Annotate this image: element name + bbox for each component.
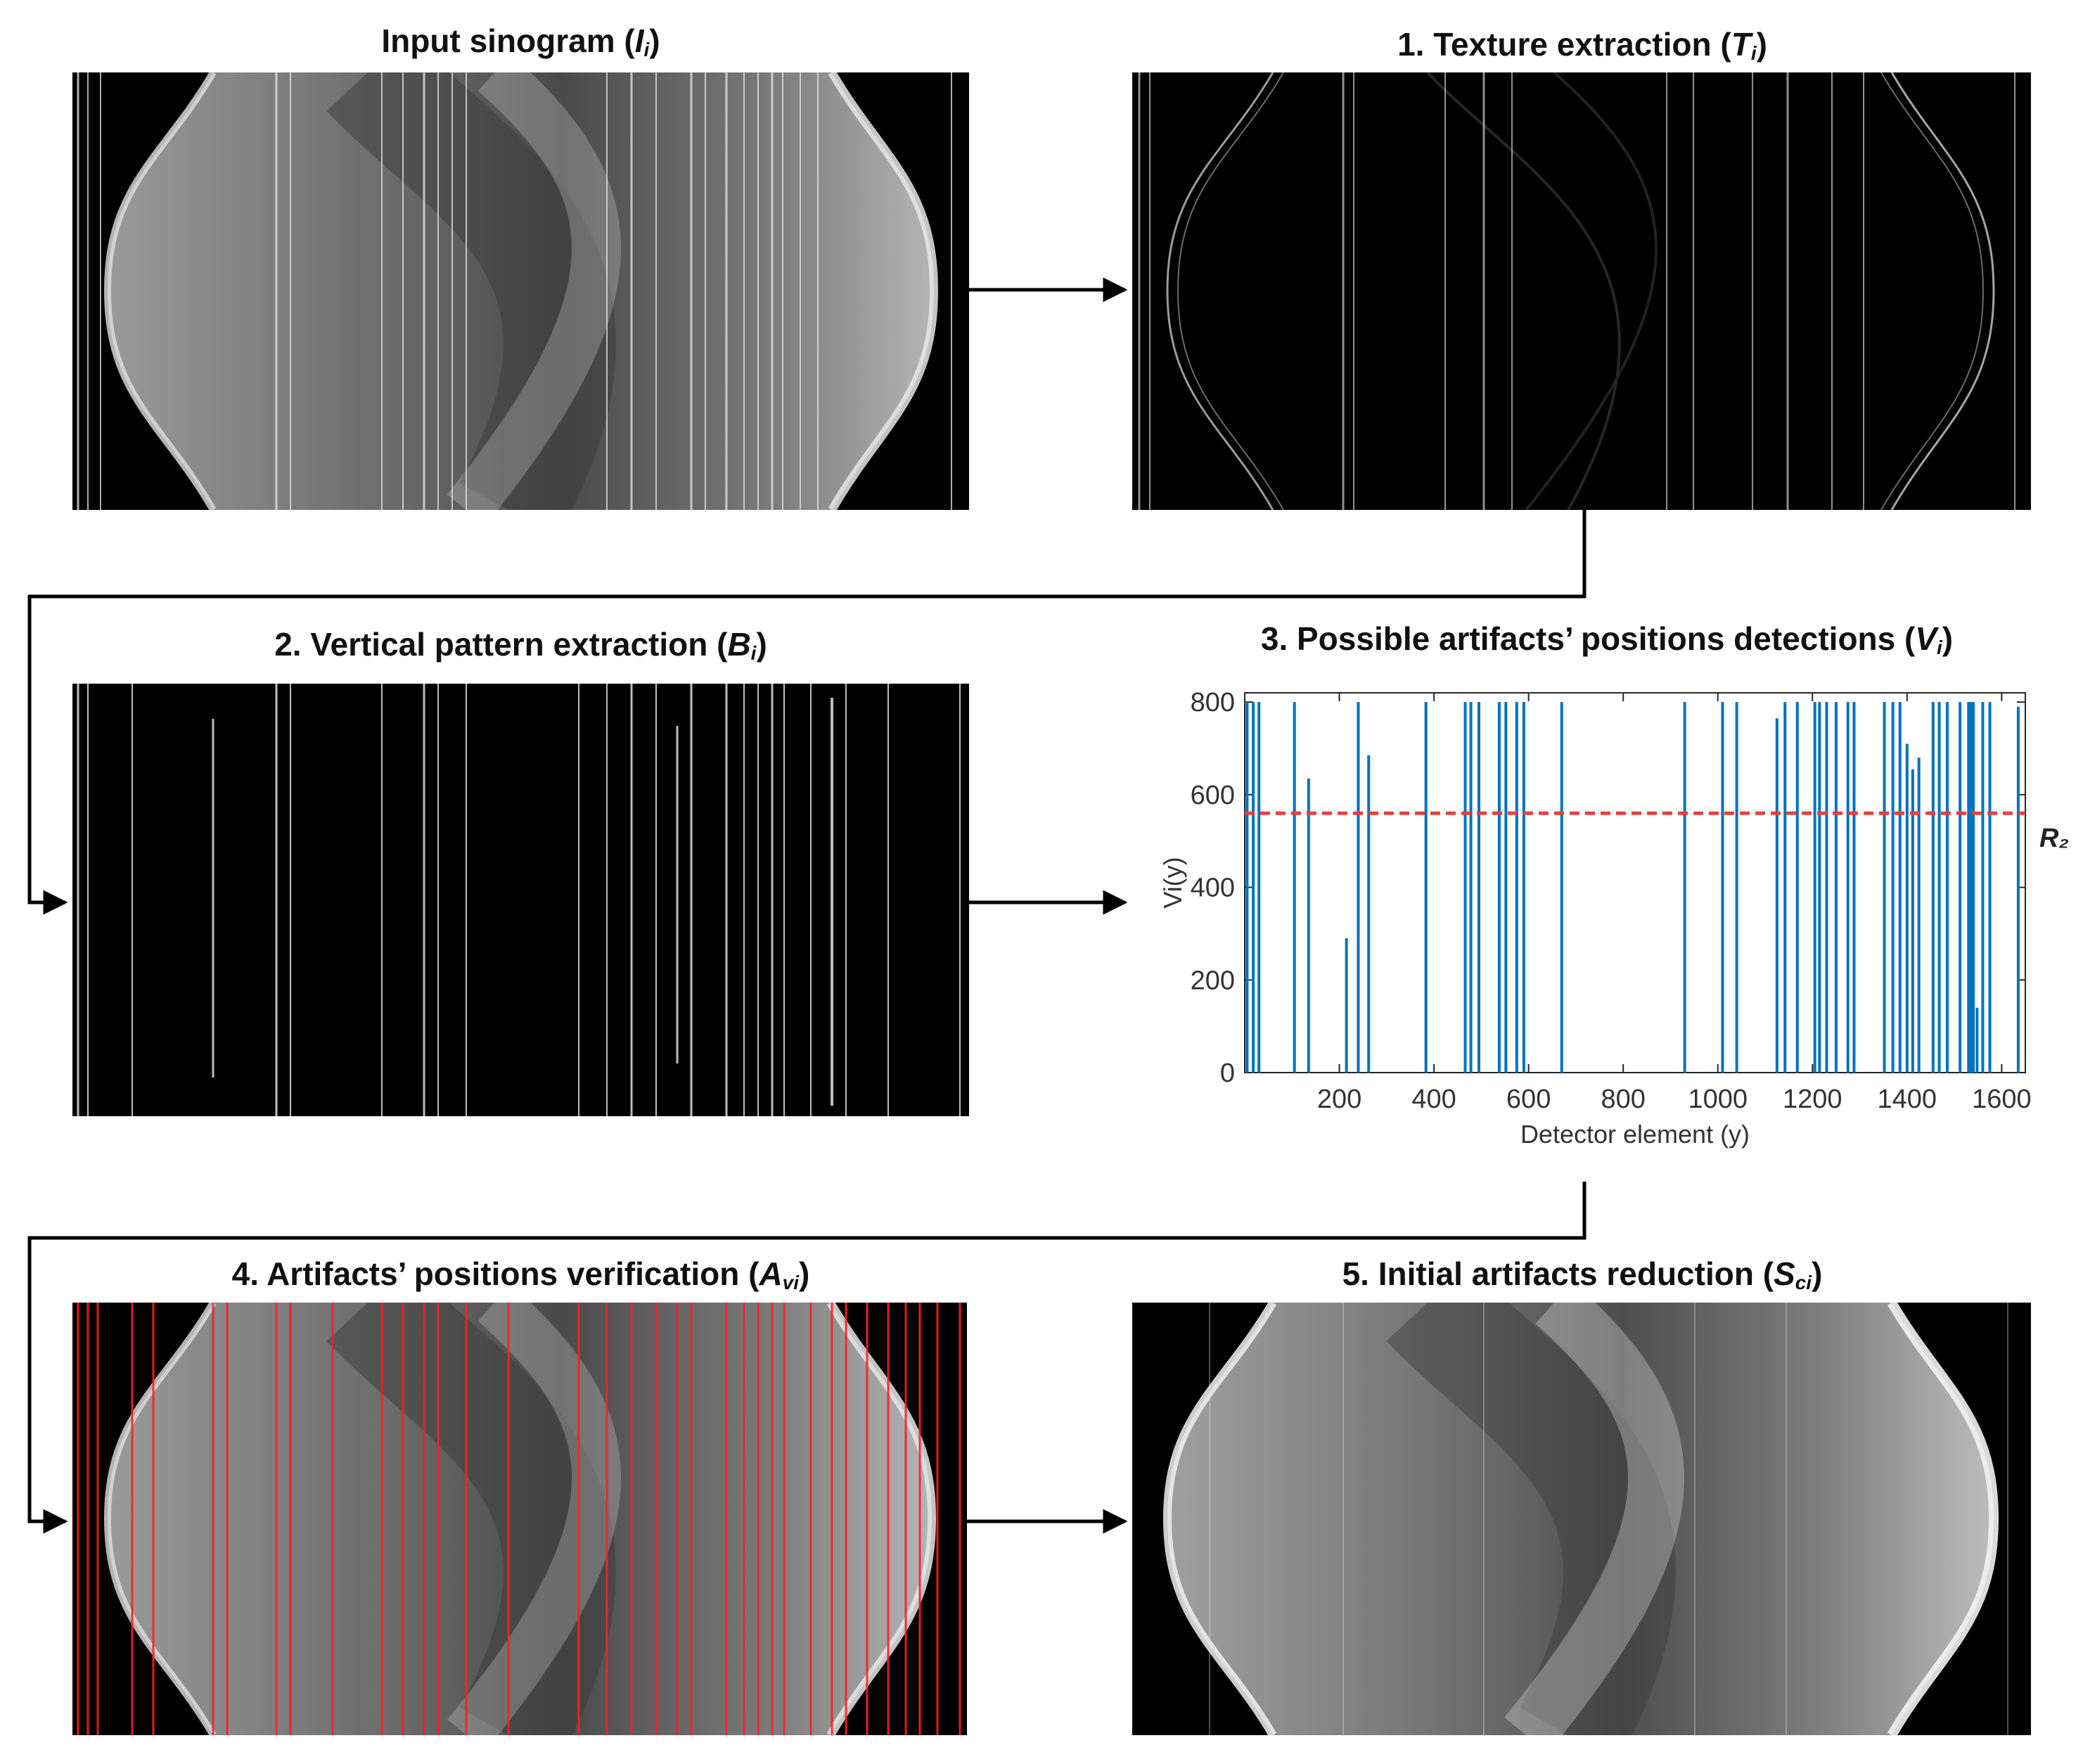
input-sinogram-image [72,72,969,510]
artifacts-reduction-image [1132,1303,2031,1735]
artifacts-verification-image [72,1303,967,1735]
y-tick-label: 200 [1191,966,1235,995]
y-tick-label: 800 [1191,688,1235,717]
y-tick-label: 0 [1220,1059,1235,1088]
y-tick-label: 600 [1191,781,1235,810]
x-axis-label: Detector element (y) [1520,1120,1750,1149]
x-tick-label: 1000 [1688,1085,1748,1114]
title-artifacts-reduction: 5. Initial artifacts reduction (Sci) [1342,1255,1823,1293]
x-tick-label: 600 [1506,1085,1551,1114]
x-tick-label: 1600 [1972,1085,2032,1114]
x-tick-label: 1400 [1878,1085,1937,1114]
title-positions-verification: 4. Artifacts’ positions verification (Av… [231,1255,810,1293]
x-tick-label: 200 [1317,1085,1361,1114]
y-tick-label: 400 [1191,874,1235,903]
threshold-label: R₂ [2039,824,2069,853]
title-positions-detection: 3. Possible artifacts’ positions detecti… [1260,620,1954,658]
x-tick-label: 800 [1601,1085,1645,1114]
positions-detection-chart: 200 400 600 800 1000 1200 1400 1600 0 200 400 600 80… [1158,688,2069,1149]
title-vertical-pattern: 2. Vertical pattern extraction (Bi) [274,626,767,664]
title-texture-extraction: 1. Texture extraction (Ti) [1397,26,1767,64]
title-input-sinogram: Input sinogram (Ii) [381,23,660,60]
x-tick-label: 400 [1411,1085,1456,1114]
x-tick-label: 1200 [1783,1085,1842,1114]
texture-extraction-image [1132,72,2031,510]
y-axis-label: Vi(y) [1158,857,1187,908]
vertical-pattern-image [72,684,969,1116]
